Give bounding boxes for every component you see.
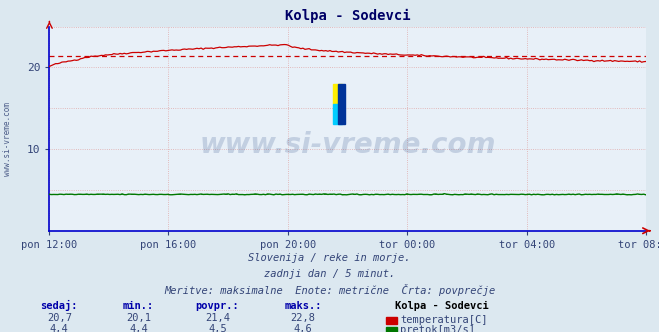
FancyBboxPatch shape <box>337 84 345 124</box>
Text: min.:: min.: <box>123 301 154 311</box>
Title: Kolpa - Sodevci: Kolpa - Sodevci <box>285 8 411 23</box>
Text: povpr.:: povpr.: <box>196 301 239 311</box>
Text: sedaj:: sedaj: <box>41 300 78 311</box>
Text: Meritve: maksimalne  Enote: metrične  Črta: povprečje: Meritve: maksimalne Enote: metrične Črta… <box>164 284 495 296</box>
Text: zadnji dan / 5 minut.: zadnji dan / 5 minut. <box>264 269 395 279</box>
Text: 4,6: 4,6 <box>294 324 312 332</box>
Text: maks.:: maks.: <box>285 301 322 311</box>
Text: pretok[m3/s]: pretok[m3/s] <box>400 325 475 332</box>
FancyBboxPatch shape <box>333 104 342 124</box>
Text: temperatura[C]: temperatura[C] <box>400 315 488 325</box>
Text: Slovenija / reke in morje.: Slovenija / reke in morje. <box>248 253 411 263</box>
Text: www.si-vreme.com: www.si-vreme.com <box>200 131 496 159</box>
Text: 21,4: 21,4 <box>205 313 230 323</box>
Text: 4,5: 4,5 <box>208 324 227 332</box>
Text: Kolpa - Sodevci: Kolpa - Sodevci <box>395 301 489 311</box>
Text: 20,7: 20,7 <box>47 313 72 323</box>
Text: 4,4: 4,4 <box>50 324 69 332</box>
Text: www.si-vreme.com: www.si-vreme.com <box>3 103 13 176</box>
Text: 22,8: 22,8 <box>291 313 316 323</box>
FancyBboxPatch shape <box>333 84 342 104</box>
Text: 4,4: 4,4 <box>129 324 148 332</box>
Text: 20,1: 20,1 <box>126 313 151 323</box>
